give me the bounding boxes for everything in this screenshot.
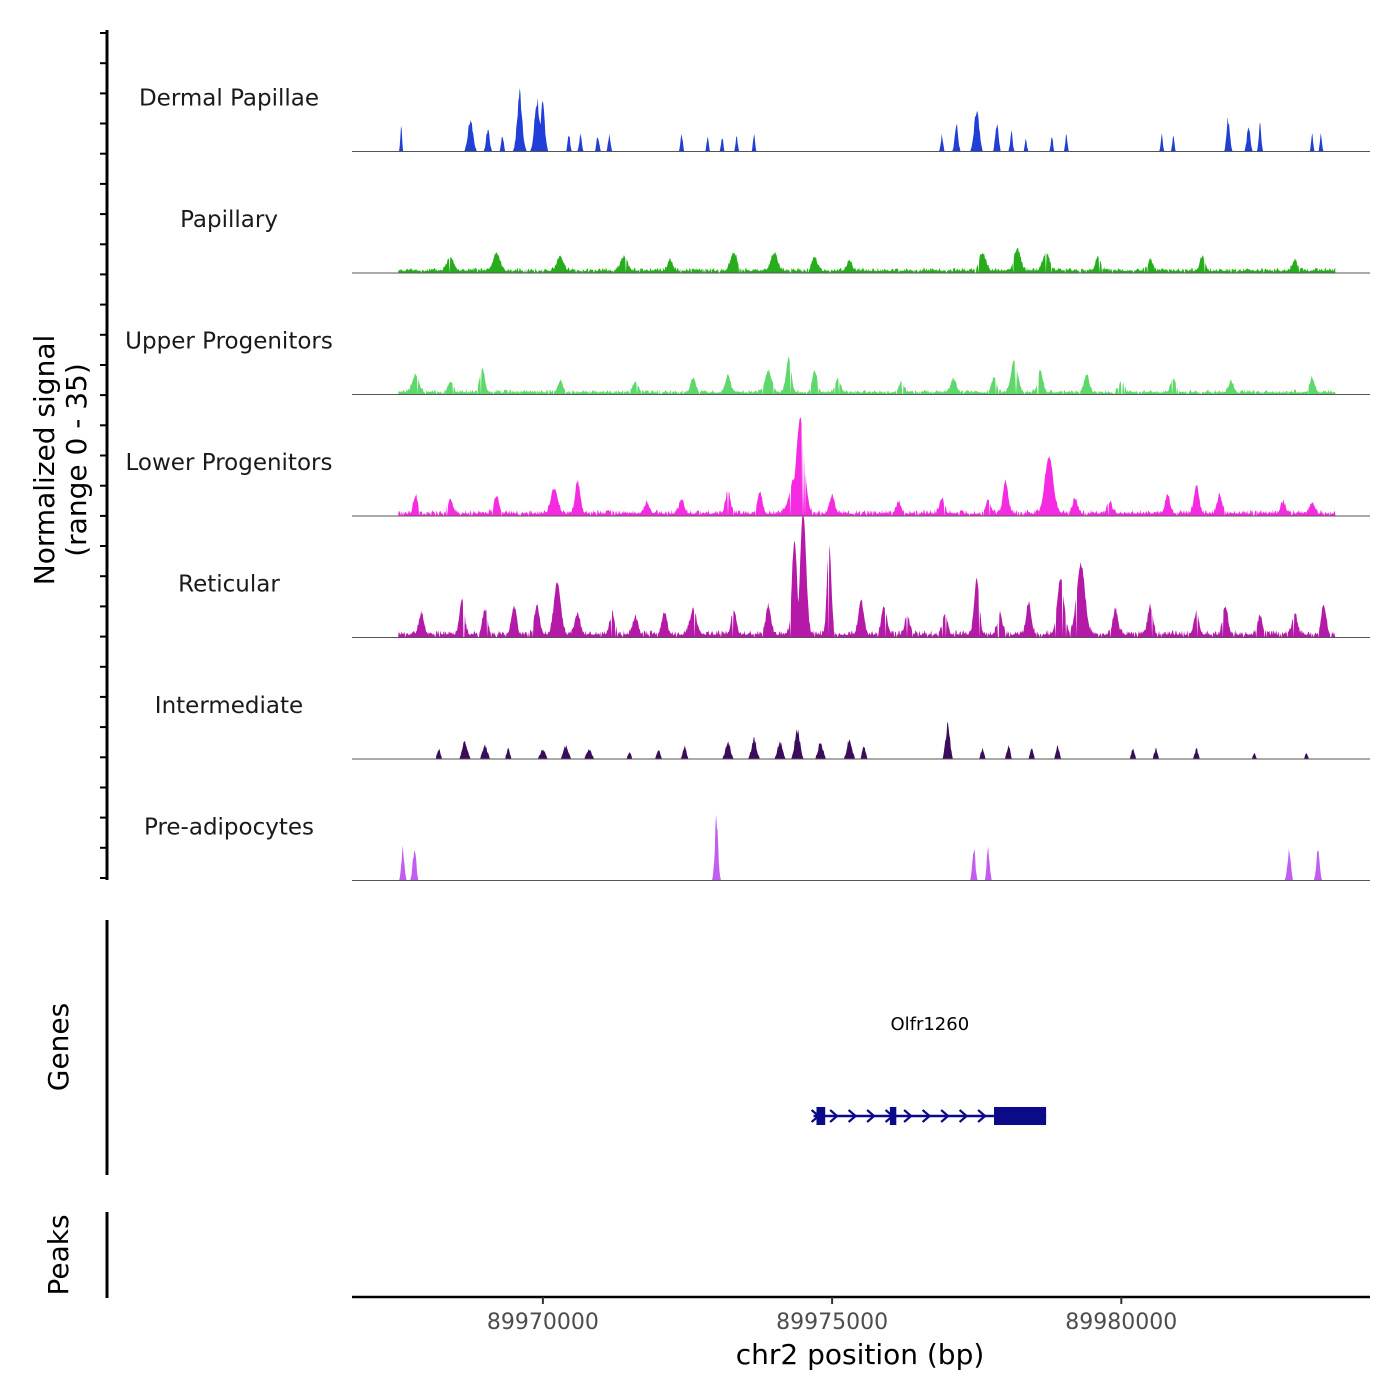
- strand-arrow: [940, 1109, 950, 1123]
- track-label: Dermal Papillae: [139, 86, 319, 112]
- strand-arrow: [829, 1109, 839, 1123]
- gene-track: Olfr1260: [810, 1014, 1047, 1125]
- strand-arrow: [958, 1109, 969, 1123]
- x-tick-label: 89980000: [1065, 1310, 1177, 1335]
- track-label: Reticular: [178, 572, 280, 598]
- strand-arrow: [977, 1109, 987, 1123]
- strand-arrow: [921, 1109, 932, 1123]
- track-reticular: Reticular: [178, 516, 1370, 638]
- genes-panel-title: Genes: [42, 1003, 75, 1091]
- signal-area: [398, 356, 1336, 395]
- signal-tracks: Dermal Papillae Papillary Upper Progenitor…: [125, 86, 1370, 881]
- peaks-panel-title: Peaks: [42, 1214, 75, 1295]
- y-axis-title-line2: (range 0 - 35): [60, 363, 93, 557]
- track-lower-progenitors: Lower Progenitors: [126, 417, 1370, 517]
- track-label: Intermediate: [155, 693, 303, 719]
- x-axis-ticks: 89970000 89975000 89980000: [487, 1297, 1177, 1335]
- x-axis-title: chr2 position (bp): [736, 1338, 985, 1371]
- track-pre-adipocytes: Pre-adipocytes: [144, 815, 1370, 881]
- signal-y-axis: [100, 30, 109, 880]
- gene-exon: [889, 1107, 897, 1125]
- gene-exon: [994, 1107, 1047, 1125]
- track-upper-progenitors: Upper Progenitors: [125, 329, 1370, 395]
- track-label: Papillary: [180, 207, 278, 233]
- x-tick-label: 89975000: [776, 1310, 888, 1335]
- strand-arrow: [866, 1109, 876, 1123]
- signal-area: [398, 247, 1336, 273]
- track-label: Upper Progenitors: [125, 329, 333, 355]
- gene-name-label: Olfr1260: [890, 1014, 969, 1035]
- gene-olfr1260: Olfr1260: [810, 1014, 1047, 1125]
- track-papillary: Papillary: [180, 207, 1370, 274]
- gene-exon: [816, 1107, 826, 1125]
- strand-arrow: [847, 1109, 858, 1123]
- x-tick-label: 89970000: [487, 1310, 599, 1335]
- y-axis-title-line1: Normalized signal: [28, 335, 61, 586]
- strand-arrow: [903, 1109, 913, 1123]
- track-label: Pre-adipocytes: [144, 815, 314, 841]
- track-dermal-papillae: Dermal Papillae: [139, 86, 1370, 152]
- track-intermediate: Intermediate: [155, 693, 1370, 760]
- track-label: Lower Progenitors: [126, 450, 333, 476]
